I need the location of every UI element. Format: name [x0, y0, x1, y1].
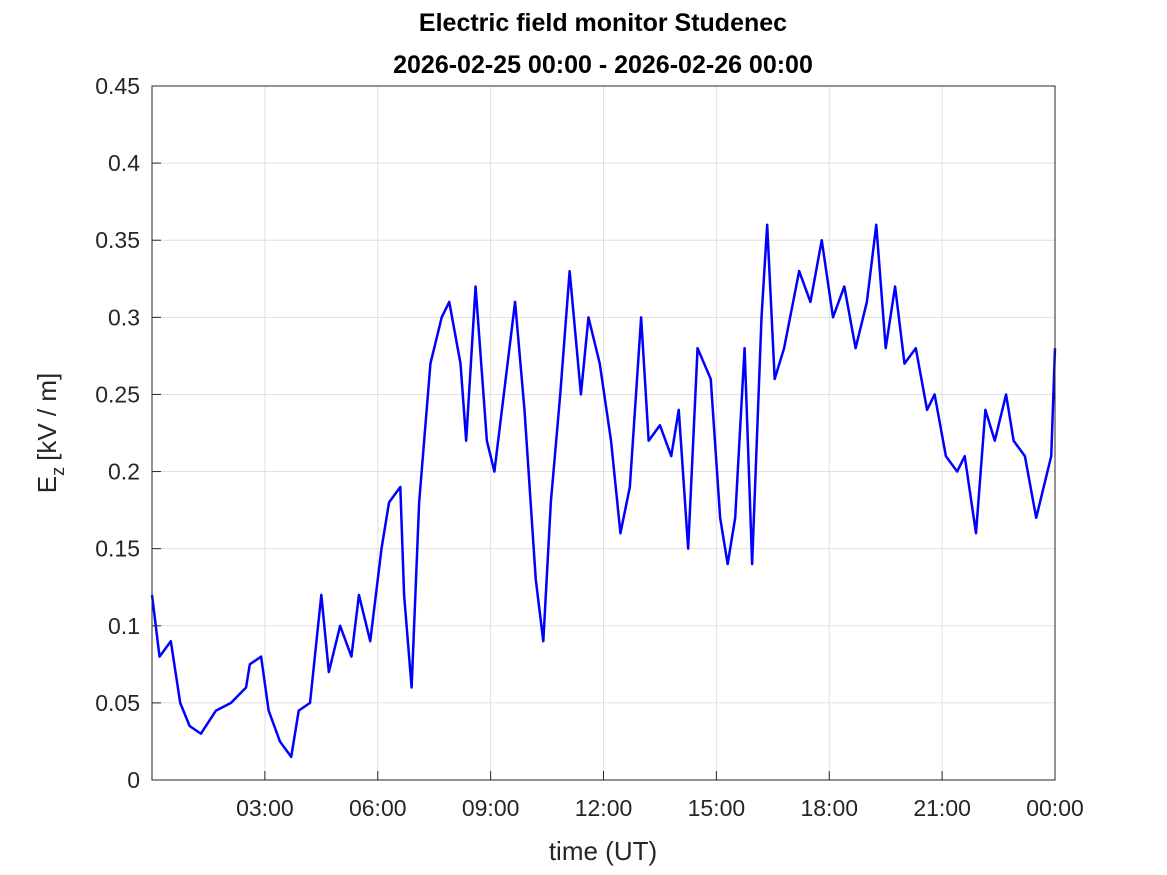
y-tick-label: 0.1	[108, 613, 140, 639]
x-tick-label: 18:00	[800, 795, 858, 821]
x-tick-label: 12:00	[575, 795, 633, 821]
plot-lines	[150, 223, 1057, 759]
y-tick-label: 0	[127, 767, 140, 793]
y-axis-label-main: E	[32, 476, 62, 493]
x-tick-label: 03:00	[236, 795, 294, 821]
y-axis-label-subscript: z	[48, 467, 68, 476]
data-line	[150, 223, 1057, 759]
y-tick-label: 0.45	[95, 73, 140, 99]
chart-subtitle: 2026-02-25 00:00 - 2026-02-26 00:00	[393, 51, 813, 79]
x-tick-label: 21:00	[913, 795, 971, 821]
y-axis-label: Ez [kV / m]	[32, 373, 68, 493]
chart-title: Electric field monitor Studenec	[419, 9, 787, 37]
x-tick-label: 09:00	[462, 795, 520, 821]
x-axis-label: time (UT)	[549, 836, 657, 866]
x-tick-label: 06:00	[349, 795, 407, 821]
y-tick-label: 0.15	[95, 536, 140, 562]
y-tick-label: 0.2	[108, 459, 140, 485]
y-axis-label-unit: [kV / m]	[32, 373, 62, 461]
y-tick-label: 0.3	[108, 304, 140, 330]
y-tick-label: 0.05	[95, 690, 140, 716]
y-tick-label: 0.35	[95, 227, 140, 253]
x-tick-label: 00:00	[1026, 795, 1084, 821]
y-tick-label: 0.25	[95, 381, 140, 407]
x-tick-label: 15:00	[688, 795, 746, 821]
y-tick-label: 0.4	[108, 150, 140, 176]
grid	[152, 85, 1056, 781]
